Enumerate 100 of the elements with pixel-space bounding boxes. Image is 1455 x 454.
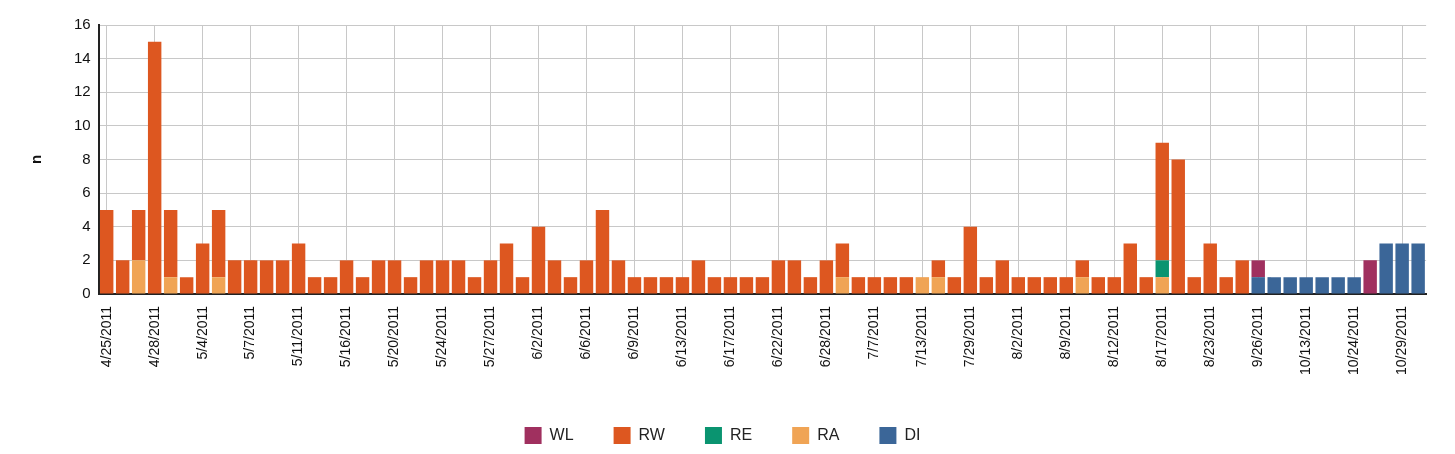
y-tick-label: 0	[82, 284, 91, 302]
bar	[371, 260, 386, 294]
bar	[1059, 277, 1073, 294]
bar	[227, 260, 242, 294]
bar	[739, 277, 754, 294]
bar	[1155, 142, 1169, 261]
y-tick-label: 4	[82, 216, 91, 234]
bar	[995, 260, 1010, 294]
bar	[451, 260, 466, 294]
bar	[467, 277, 482, 294]
bar	[1283, 277, 1297, 294]
bar	[355, 277, 370, 294]
x-tick-label: 10/13/2011	[1297, 305, 1314, 375]
bar	[1171, 159, 1185, 294]
bar	[1203, 243, 1217, 294]
bar	[1315, 277, 1329, 294]
bar	[1043, 277, 1058, 294]
x-tick-label: 6/22/2011	[769, 305, 786, 368]
bar	[1235, 260, 1249, 294]
bar	[1299, 277, 1313, 294]
bar	[275, 260, 290, 294]
bar	[627, 277, 642, 294]
bar	[675, 277, 690, 294]
bar	[211, 277, 226, 294]
bar	[211, 209, 226, 278]
bar	[483, 260, 498, 294]
bar	[819, 260, 834, 294]
legend-label: RW	[638, 425, 666, 443]
bar	[1155, 260, 1169, 278]
x-tick-label: 7/13/2011	[913, 305, 930, 368]
bar	[835, 277, 850, 294]
bar	[1267, 277, 1281, 294]
y-tick-label: 16	[74, 15, 91, 33]
bar	[723, 277, 738, 294]
x-tick-label: 5/24/2011	[433, 305, 450, 368]
bar	[771, 260, 786, 294]
bar	[531, 226, 546, 294]
bar	[515, 277, 530, 294]
y-tick-label: 14	[74, 48, 91, 66]
x-tick-label: 6/13/2011	[673, 305, 690, 368]
bar	[835, 243, 850, 278]
legend-label: RE	[729, 425, 753, 443]
x-tick-label: 6/2/2011	[529, 305, 546, 360]
bar	[1251, 260, 1265, 278]
bar	[1091, 277, 1105, 294]
bar	[99, 209, 114, 294]
bar	[867, 277, 882, 294]
bar	[163, 209, 178, 278]
x-tick-label: 5/11/2011	[289, 305, 306, 367]
x-tick-label: 8/23/2011	[1201, 305, 1218, 368]
bar	[307, 277, 322, 294]
bar	[387, 260, 402, 294]
y-tick-label: 8	[82, 149, 91, 167]
bar	[963, 226, 978, 294]
legend-label: WL	[549, 425, 574, 443]
bar	[1347, 277, 1361, 294]
y-tick-label: 10	[74, 116, 91, 133]
bar	[1011, 277, 1026, 294]
bar	[883, 277, 898, 294]
x-tick-label: 7/29/2011	[961, 305, 978, 368]
y-tick-label: 2	[82, 250, 91, 268]
bar	[1395, 243, 1409, 294]
bar	[931, 277, 946, 294]
bar	[1075, 260, 1089, 278]
bar	[1123, 243, 1137, 294]
legend-label: DI	[904, 425, 921, 443]
x-tick-label: 5/20/2011	[385, 305, 402, 368]
bar	[1155, 277, 1169, 294]
bar	[1331, 277, 1345, 294]
bar	[339, 260, 354, 294]
bar	[595, 209, 610, 294]
bar	[195, 243, 210, 294]
bar	[643, 277, 658, 294]
bar	[851, 277, 866, 294]
bar	[1379, 243, 1393, 294]
x-tick-label: 8/9/2011	[1057, 305, 1074, 360]
bar	[163, 277, 178, 294]
bar	[579, 260, 594, 294]
x-tick-label: 5/27/2011	[481, 305, 498, 368]
bar	[1251, 277, 1265, 294]
bar	[707, 277, 722, 294]
x-tick-label: 10/24/2011	[1345, 305, 1362, 375]
bar	[1363, 260, 1377, 294]
x-tick-label: 6/28/2011	[817, 305, 834, 368]
x-tick-label: 7/7/2011	[865, 305, 882, 360]
x-tick-label: 6/17/2011	[721, 305, 738, 368]
x-tick-label: 9/26/2011	[1249, 305, 1266, 368]
bar	[611, 260, 626, 294]
bar	[659, 277, 674, 294]
bar	[419, 260, 434, 294]
bar	[547, 260, 562, 294]
bar	[403, 277, 418, 294]
y-tick-label: 12	[74, 82, 91, 100]
x-tick-label: 6/6/2011	[577, 305, 594, 360]
legend-label: RA	[817, 425, 840, 443]
bar	[131, 209, 146, 261]
x-tick-label: 4/28/2011	[145, 305, 162, 368]
bar	[291, 243, 306, 294]
bar	[131, 260, 146, 294]
bar	[243, 260, 258, 294]
